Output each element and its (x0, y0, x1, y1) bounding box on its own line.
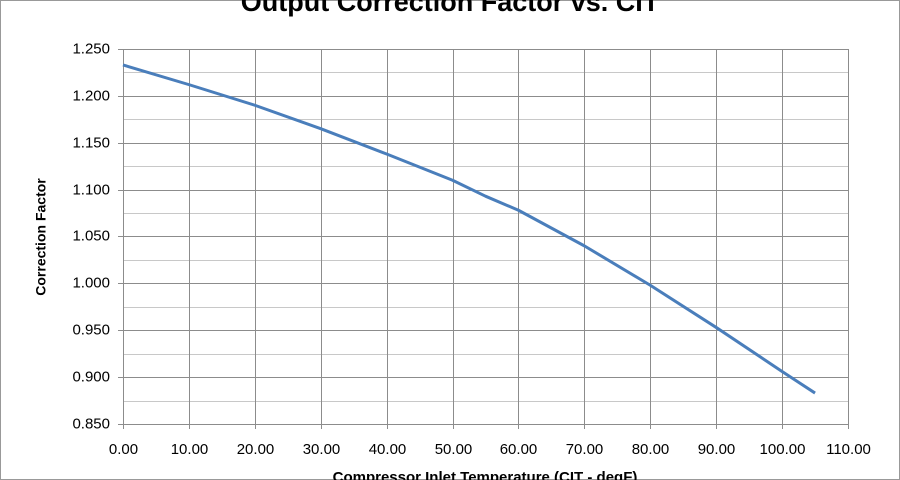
y-tick-label: 1.000 (72, 274, 110, 291)
y-tick-label: 0.950 (72, 321, 110, 338)
plot-frame (123, 49, 849, 425)
x-tick-label: 40.00 (369, 441, 407, 458)
x-tick-label: 10.00 (171, 441, 209, 458)
x-tick-label: 20.00 (237, 441, 275, 458)
y-tick-label: 0.900 (72, 368, 110, 385)
y-tick-label: 1.200 (72, 87, 110, 104)
chart-title: Output Correction Factor vs. CIT (241, 0, 660, 17)
x-tick-label: 70.00 (566, 441, 604, 458)
y-tick-label: 1.050 (72, 227, 110, 244)
x-tick-label: 50.00 (435, 441, 473, 458)
y-tick-label: 1.150 (72, 134, 110, 151)
x-tick-label: 80.00 (632, 441, 670, 458)
x-axis-label: Compressor Inlet Temperature (CIT - degF… (333, 469, 638, 480)
y-tick-label: 1.250 (72, 40, 110, 57)
x-tick-label: 0.00 (109, 441, 138, 458)
x-tick-label: 100.00 (760, 441, 806, 458)
x-tick-label: 90.00 (698, 441, 736, 458)
y-axis-label: Correction Factor (33, 178, 49, 296)
x-tick-label: 110.00 (826, 441, 871, 458)
x-tick-label: 60.00 (500, 441, 538, 458)
y-tick-label: 1.100 (72, 181, 110, 198)
y-tick-label: 0.850 (72, 415, 110, 432)
data-line (122, 63, 816, 395)
x-tick-label: 30.00 (303, 441, 341, 458)
